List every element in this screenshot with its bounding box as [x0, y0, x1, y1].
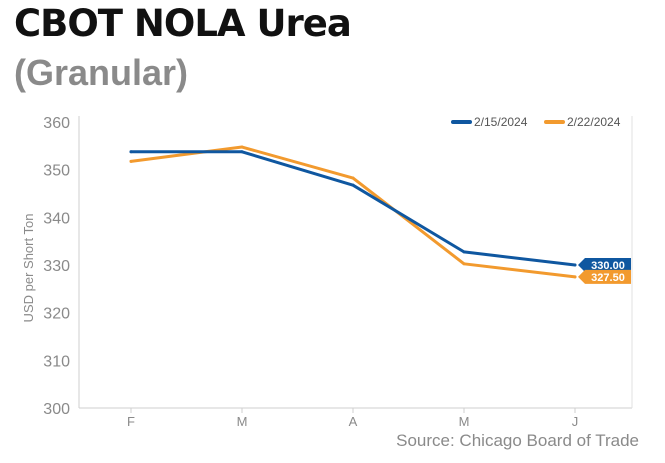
y-tick-label: 330	[43, 258, 70, 275]
x-tick-label: M	[459, 414, 470, 429]
data-label: 330.00	[591, 260, 625, 272]
data-point	[240, 145, 244, 149]
data-point	[462, 262, 466, 266]
series-line-1	[129, 150, 577, 267]
y-tick-label: 350	[43, 163, 70, 180]
data-point	[129, 159, 133, 163]
legend-label: 2/22/2024	[567, 115, 621, 129]
x-tick-label: F	[127, 414, 135, 429]
y-tick-label: 360	[43, 115, 70, 132]
data-point	[129, 150, 133, 154]
y-tick-label: 340	[43, 210, 70, 227]
data-point	[351, 183, 355, 187]
y-axis-label: USD per Short Ton	[21, 214, 36, 323]
value-tag	[578, 258, 631, 272]
x-tick-label: M	[237, 414, 248, 429]
data-point	[573, 263, 577, 267]
source-note: Source: Chicago Board of Trade	[396, 431, 639, 450]
chart-title: CBOT NOLA Urea	[14, 2, 352, 45]
data-point	[240, 150, 244, 154]
y-tick-label: 310	[43, 353, 70, 370]
data-point	[351, 176, 355, 180]
y-tick-label: 320	[43, 306, 70, 323]
x-tick-label: J	[572, 414, 579, 429]
chart-subtitle: (Granular)	[14, 52, 189, 93]
y-tick-label: 300	[43, 401, 70, 418]
x-tick-label: A	[349, 414, 358, 429]
legend-label: 2/15/2024	[474, 115, 528, 129]
data-point	[462, 250, 466, 254]
data-label: 327.50	[591, 272, 625, 284]
value-tag	[578, 269, 631, 284]
data-point	[573, 275, 577, 279]
